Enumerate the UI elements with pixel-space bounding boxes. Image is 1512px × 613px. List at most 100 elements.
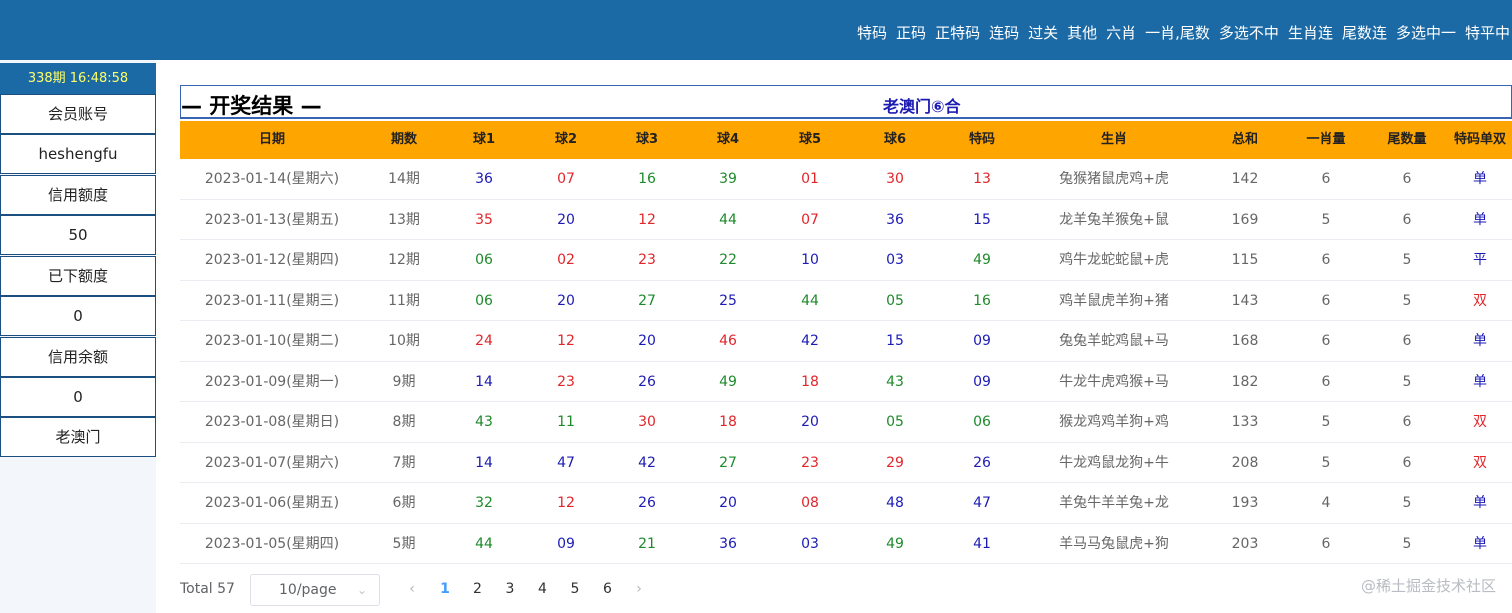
ball-cell: 26 <box>638 373 656 390</box>
zodiac-cell: 牛龙牛虎鸡猴+马 <box>1059 373 1169 390</box>
sum-cell: 208 <box>1231 454 1259 471</box>
next-page-icon[interactable]: › <box>636 581 642 597</box>
ball-cell: 42 <box>638 454 656 471</box>
zodiac-cell: 兔兔羊蛇鸡鼠+马 <box>1059 333 1169 349</box>
top-nav-item[interactable]: 过关 <box>1028 24 1059 42</box>
special-ball-cell: 41 <box>973 535 991 552</box>
zodiac-cell: 羊马马兔鼠虎+狗 <box>1059 535 1169 552</box>
odd-even-cell: 单 <box>1473 171 1487 187</box>
date-cell: 2023-01-12(星期四) <box>204 252 340 268</box>
ball-cell: 36 <box>886 211 904 228</box>
odd-even-cell: 双 <box>1473 414 1487 430</box>
table-row: 2023-01-10(星期二) 10期 24 12 20 46 42 15 09 兔兔羊蛇鸡鼠+马… <box>180 321 1512 362</box>
sum-cell: 168 <box>1231 333 1259 349</box>
tail-count-cell: 6 <box>1402 414 1412 430</box>
page-button[interactable]: 3 <box>505 581 515 597</box>
top-nav-item[interactable]: 正特码 <box>935 24 981 42</box>
ball-cell: 01 <box>801 171 819 187</box>
table-row: 2023-01-09(星期一) 9期 14 23 26 49 18 43 09 牛龙牛虎鸡猴+马 1… <box>180 362 1512 402</box>
period-cell: 6期 <box>392 495 416 511</box>
page-button[interactable]: 2 <box>473 581 482 597</box>
table-row: 2023-01-06(星期五) 6期 32 12 26 20 08 48 47 羊兔牛羊羊兔+龙 1… <box>180 483 1512 524</box>
table-header: 日期 期数 球1 球2 球3 球4 球5 球6 特码 生肖 总和 一肖量 尾数量 特码单双 <box>180 121 1512 159</box>
table-row: 2023-01-14(星期六) 14期 36 07 16 39 01 30 13 兔猴猪鼠虎鸡+虎… <box>180 159 1512 200</box>
page-button[interactable]: 6 <box>603 581 612 597</box>
top-bar: 特码 正码 正特码 连码 过关 其他 六肖 一肖,尾数 多选不中 生肖连 尾数连 多选中一 特平中 <box>0 0 1512 60</box>
column-header: 一肖量 <box>1306 132 1346 147</box>
top-nav-item[interactable]: 尾数连 <box>1341 24 1387 42</box>
column-header: 球4 <box>716 132 740 147</box>
ball-cell: 36 <box>475 171 493 187</box>
page-button[interactable]: 4 <box>538 581 547 597</box>
period-cell: 7期 <box>392 454 416 471</box>
top-nav-item[interactable]: 生肖连 <box>1287 24 1333 42</box>
column-header: 球1 <box>472 132 496 147</box>
sum-cell: 115 <box>1231 252 1259 268</box>
top-nav-item[interactable]: 特平中 <box>1464 24 1510 42</box>
page-size-select[interactable]: 10/page ⌄ <box>250 574 380 606</box>
results-subtitle: 老澳门⑥合 <box>883 97 961 116</box>
date-cell: 2023-01-06(星期五) <box>204 495 340 511</box>
column-header: 期数 <box>390 132 417 147</box>
ball-cell: 12 <box>638 211 656 228</box>
prev-page-icon[interactable]: ‹ <box>409 581 415 597</box>
zodiac-cell: 羊兔牛羊羊兔+龙 <box>1059 495 1169 511</box>
ball-cell: 06 <box>475 292 493 309</box>
date-cell: 2023-01-13(星期五) <box>204 211 340 228</box>
sidebar: 338期 16:48:58 会员账号 heshengfu 信用额度 50 已下额度 0 信用… <box>0 60 156 613</box>
top-nav-item[interactable]: 特码 <box>857 24 888 42</box>
date-cell: 2023-01-07(星期六) <box>204 454 340 471</box>
member-account-label: 会员账号 <box>0 94 156 134</box>
odd-even-cell: 单 <box>1473 211 1487 228</box>
game-name[interactable]: 老澳门 <box>0 417 156 457</box>
special-ball-cell: 06 <box>973 414 991 430</box>
ball-cell: 25 <box>719 292 737 309</box>
ball-cell: 36 <box>719 535 737 552</box>
special-ball-cell: 09 <box>973 333 991 349</box>
draw-time: 338期 16:48:58 <box>0 63 156 94</box>
sum-cell: 143 <box>1231 292 1259 309</box>
sum-cell: 203 <box>1231 535 1259 552</box>
credit-balance-label: 信用余额 <box>0 337 156 377</box>
ball-cell: 20 <box>557 211 575 228</box>
ball-cell: 05 <box>886 292 904 309</box>
tail-count-cell: 6 <box>1402 333 1412 349</box>
ball-cell: 07 <box>801 211 819 228</box>
results-header: — 开奖结果 — 老澳门⑥合 <box>180 85 1512 119</box>
table-row: 2023-01-08(星期日) 8期 43 11 30 18 20 05 06 猴龙鸡鸡羊狗+鸡 1… <box>180 402 1512 443</box>
top-nav-item[interactable]: 连码 <box>989 24 1020 42</box>
credit-limit-label: 信用额度 <box>0 175 156 215</box>
ball-cell: 48 <box>886 495 904 511</box>
page-button[interactable]: 1 <box>440 581 450 597</box>
zodiac-cell: 龙羊兔羊猴兔+鼠 <box>1059 211 1169 228</box>
top-nav-item[interactable]: 六肖 <box>1106 24 1137 42</box>
top-nav-item[interactable]: 一肖,尾数 <box>1145 24 1210 42</box>
used-amount-label: 已下额度 <box>0 256 156 296</box>
ball-cell: 30 <box>638 414 656 430</box>
top-nav-item[interactable]: 多选中一 <box>1395 24 1456 42</box>
special-ball-cell: 15 <box>973 211 991 228</box>
column-header: 特码单双 <box>1453 132 1506 147</box>
top-nav-item[interactable]: 正码 <box>896 24 927 42</box>
results-title: — 开奖结果 — <box>181 94 322 118</box>
date-cell: 2023-01-11(星期三) <box>204 292 340 309</box>
special-ball-cell: 49 <box>973 252 991 268</box>
sum-cell: 169 <box>1231 211 1259 228</box>
tail-count-cell: 5 <box>1402 252 1412 268</box>
table-row: 2023-01-11(星期三) 11期 06 20 27 25 44 05 16 鸡羊鼠虎羊狗+猪… <box>180 281 1512 321</box>
column-header: 日期 <box>258 132 285 147</box>
watermark: @稀土掘金技术社区 <box>1360 577 1496 595</box>
ball-cell: 09 <box>557 535 575 552</box>
ball-cell: 29 <box>886 454 904 471</box>
ball-cell: 43 <box>886 373 904 390</box>
table-row: 2023-01-05(星期四) 5期 44 09 21 36 03 49 41 羊马马兔鼠虎+狗 2… <box>180 524 1512 564</box>
period-cell: 10期 <box>388 333 420 349</box>
ball-cell: 16 <box>638 171 656 187</box>
top-nav-item[interactable]: 其他 <box>1067 24 1098 42</box>
ball-cell: 02 <box>557 252 575 268</box>
chevron-down-icon: ⌄ <box>356 583 367 597</box>
top-nav-item[interactable]: 多选不中 <box>1218 24 1279 42</box>
tail-count-cell: 6 <box>1402 211 1412 228</box>
ball-cell: 05 <box>886 414 904 430</box>
page-button[interactable]: 5 <box>570 581 580 597</box>
